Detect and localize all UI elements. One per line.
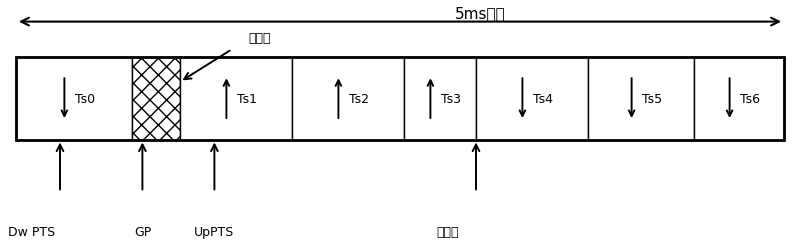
Text: Dw PTS: Dw PTS [9,225,55,238]
Bar [292,58,404,140]
Bar [16,58,784,140]
Bar [16,58,132,140]
Bar [404,58,476,140]
Text: 切换点: 切换点 [249,32,271,45]
Text: Ts0: Ts0 [75,92,95,105]
Text: Ts6: Ts6 [740,92,760,105]
Bar [476,58,588,140]
Text: Ts2: Ts2 [349,92,369,105]
Text: 切换点: 切换点 [437,225,459,238]
Bar [180,58,292,140]
Text: Ts3: Ts3 [441,92,461,105]
Text: Ts4: Ts4 [533,92,553,105]
Bar [132,58,180,140]
Text: Ts5: Ts5 [642,92,662,105]
Bar [588,58,694,140]
Text: GP: GP [134,225,151,238]
Bar [694,58,784,140]
Text: 5ms子帧: 5ms子帧 [454,6,506,21]
Text: UpPTS: UpPTS [194,225,234,238]
Text: Ts1: Ts1 [237,92,257,105]
